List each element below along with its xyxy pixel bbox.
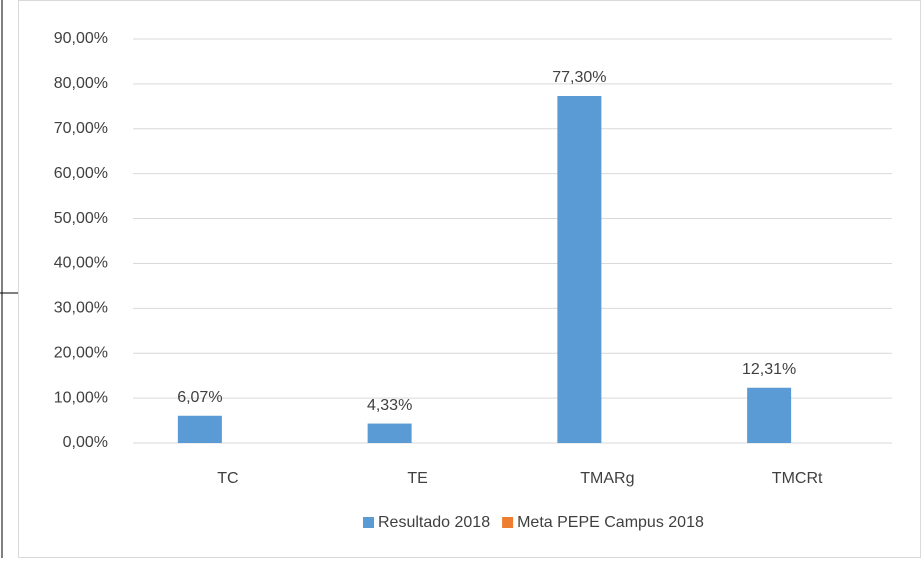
x-tick-label: TC: [217, 470, 238, 487]
legend-label: Resultado 2018: [378, 514, 490, 531]
data-label: 4,33%: [367, 397, 412, 414]
bar: [557, 96, 602, 444]
y-tick-label: 70,00%: [54, 120, 108, 137]
y-tick-label: 50,00%: [54, 210, 108, 227]
y-tick-label: 40,00%: [54, 255, 108, 272]
chart-frame: [18, 0, 921, 558]
y-tick-label: 80,00%: [54, 75, 108, 92]
legend-swatch: [363, 517, 374, 528]
legend-label: Meta PEPE Campus 2018: [517, 514, 704, 531]
data-label: 77,30%: [552, 69, 606, 86]
y-tick-label: 10,00%: [54, 389, 108, 406]
data-label: 12,31%: [742, 361, 796, 378]
bar: [177, 415, 222, 443]
y-tick-label: 30,00%: [54, 300, 108, 317]
x-tick-label: TMARg: [580, 470, 634, 487]
bar: [367, 423, 412, 443]
x-tick-label: TMCRt: [772, 470, 823, 487]
y-tick-label: 0,00%: [63, 434, 108, 451]
data-label: 6,07%: [177, 389, 222, 406]
bar: [747, 387, 792, 443]
legend-swatch: [502, 517, 514, 528]
x-tick-label: TE: [407, 470, 427, 487]
y-tick-label: 20,00%: [54, 344, 108, 361]
y-tick-label: 60,00%: [54, 165, 108, 182]
y-tick-label: 90,00%: [54, 30, 108, 47]
